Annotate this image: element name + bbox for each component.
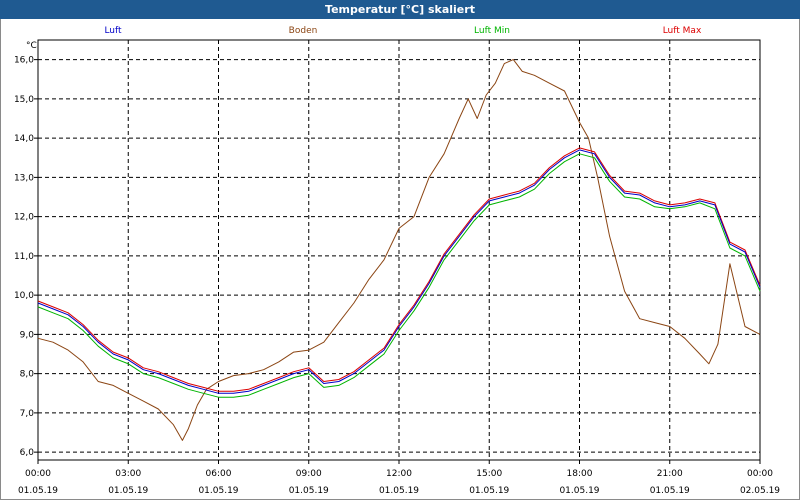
y-tick-label: 16,0 [14,56,34,66]
y-tick-label: 9,0 [20,330,35,340]
x-tick-date-label: 01.05.19 [18,486,58,496]
x-tick-time-label: 18:00 [567,469,593,479]
x-tick-date-label: 02.05.19 [740,486,780,496]
x-tick-time-label: 00:00 [25,469,51,479]
x-tick-time-label: 00:00 [747,469,773,479]
x-tick-time-label: 12:00 [386,469,412,479]
x-tick-date-label: 01.05.19 [289,486,329,496]
y-tick-label: 6,0 [20,448,35,458]
x-tick-date-label: 01.05.19 [469,486,509,496]
x-tick-date-label: 01.05.19 [379,486,419,496]
x-tick-time-label: 21:00 [657,469,683,479]
y-tick-label: 12,0 [14,213,34,223]
grid [38,40,760,460]
series-line-luft [37,149,761,394]
x-tick-time-label: 09:00 [296,469,322,479]
legend-entry-luft: Luft [104,26,122,36]
y-tick-label: 10,0 [14,291,34,301]
y-tick-label: 8,0 [20,370,35,380]
x-tick-date-label: 01.05.19 [198,486,238,496]
series-lines [37,59,761,441]
x-tick-time-label: 15:00 [476,469,502,479]
y-tick-label: 7,0 [20,409,35,419]
legend: Luft Boden Luft Min Luft Max [104,26,702,36]
y-tick-label: 14,0 [14,134,34,144]
legend-entry-luft-min: Luft Min [474,26,510,36]
y-axis-unit-label: °C [26,41,37,51]
x-axis-ticks: 00:00 01.05.19 03:00 01.05.19 06:00 01.05.19 0… [18,460,780,496]
series-line-luft-min [37,153,761,398]
x-tick-time-label: 06:00 [206,469,232,479]
series-line-boden [37,59,761,441]
x-tick-date-label: 01.05.19 [650,486,690,496]
legend-entry-boden: Boden [289,26,318,36]
legend-entry-luft-max: Luft Max [663,26,702,36]
y-tick-label: 11,0 [14,252,34,262]
x-tick-date-label: 01.05.19 [559,486,599,496]
x-tick-date-label: 01.05.19 [108,486,148,496]
y-axis-ticks: 6,0 7,0 8,0 9,0 10,0 11,0 12,0 13,0 14,0 15,0 16,0 [14,56,38,458]
window-title: Temperatur [°C] skaliert [0,0,800,19]
x-tick-time-label: 03:00 [115,469,141,479]
y-tick-label: 15,0 [14,95,34,105]
y-tick-label: 13,0 [14,173,34,183]
series-line-luft-max [37,147,761,392]
